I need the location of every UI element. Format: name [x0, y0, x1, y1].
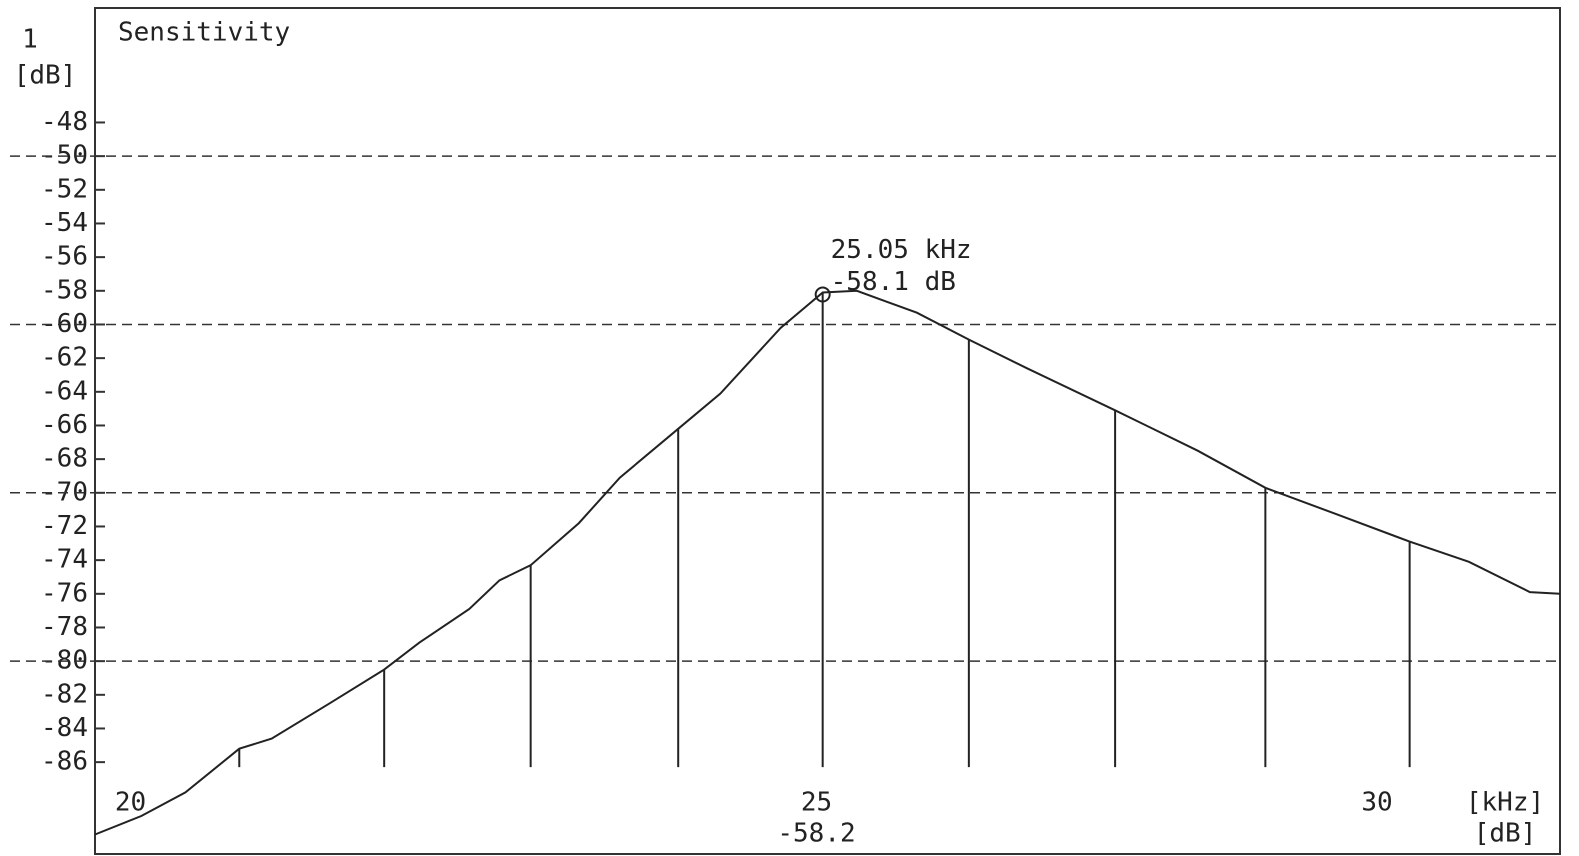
y-tick-label: -78 — [41, 612, 88, 642]
y-tick-label: -86 — [41, 747, 88, 777]
x-tick-label: 30 — [1361, 788, 1392, 818]
y-tick-label: -62 — [41, 343, 88, 373]
y-tick-label: -84 — [41, 713, 88, 743]
marker-level: -58.1 dB — [831, 267, 956, 297]
y-tick-label: -68 — [41, 444, 88, 474]
chart-title: Sensitivity — [118, 18, 290, 48]
cursor-unit: [dB] — [1474, 819, 1537, 849]
y-axis-label: 1 — [22, 25, 38, 55]
x-axis-unit: [kHz] — [1466, 788, 1544, 818]
y-tick-label: -76 — [41, 578, 88, 608]
x-tick-label: 20 — [115, 788, 146, 818]
y-tick-label: -72 — [41, 511, 88, 541]
x-tick-label: 25 — [801, 788, 832, 818]
y-tick-label: -64 — [41, 376, 88, 406]
y-tick-label: -58 — [41, 275, 88, 305]
sensitivity-curve — [94, 289, 1561, 836]
peak-marker — [814, 286, 831, 303]
y-tick-label: -56 — [41, 242, 88, 272]
y-tick-label: -52 — [41, 174, 88, 204]
plot-frame — [94, 7, 1561, 855]
y-tick-label: -82 — [41, 679, 88, 709]
cursor-readout: -58.2 — [777, 819, 855, 849]
y-tick-label: -54 — [41, 208, 88, 238]
y-axis-unit: [dB] — [14, 61, 77, 91]
y-tick-label: -74 — [41, 545, 88, 575]
y-tick-label: -48 — [41, 107, 88, 137]
y-tick-label: -66 — [41, 410, 88, 440]
marker-frequency: 25.05 kHz — [831, 235, 972, 265]
